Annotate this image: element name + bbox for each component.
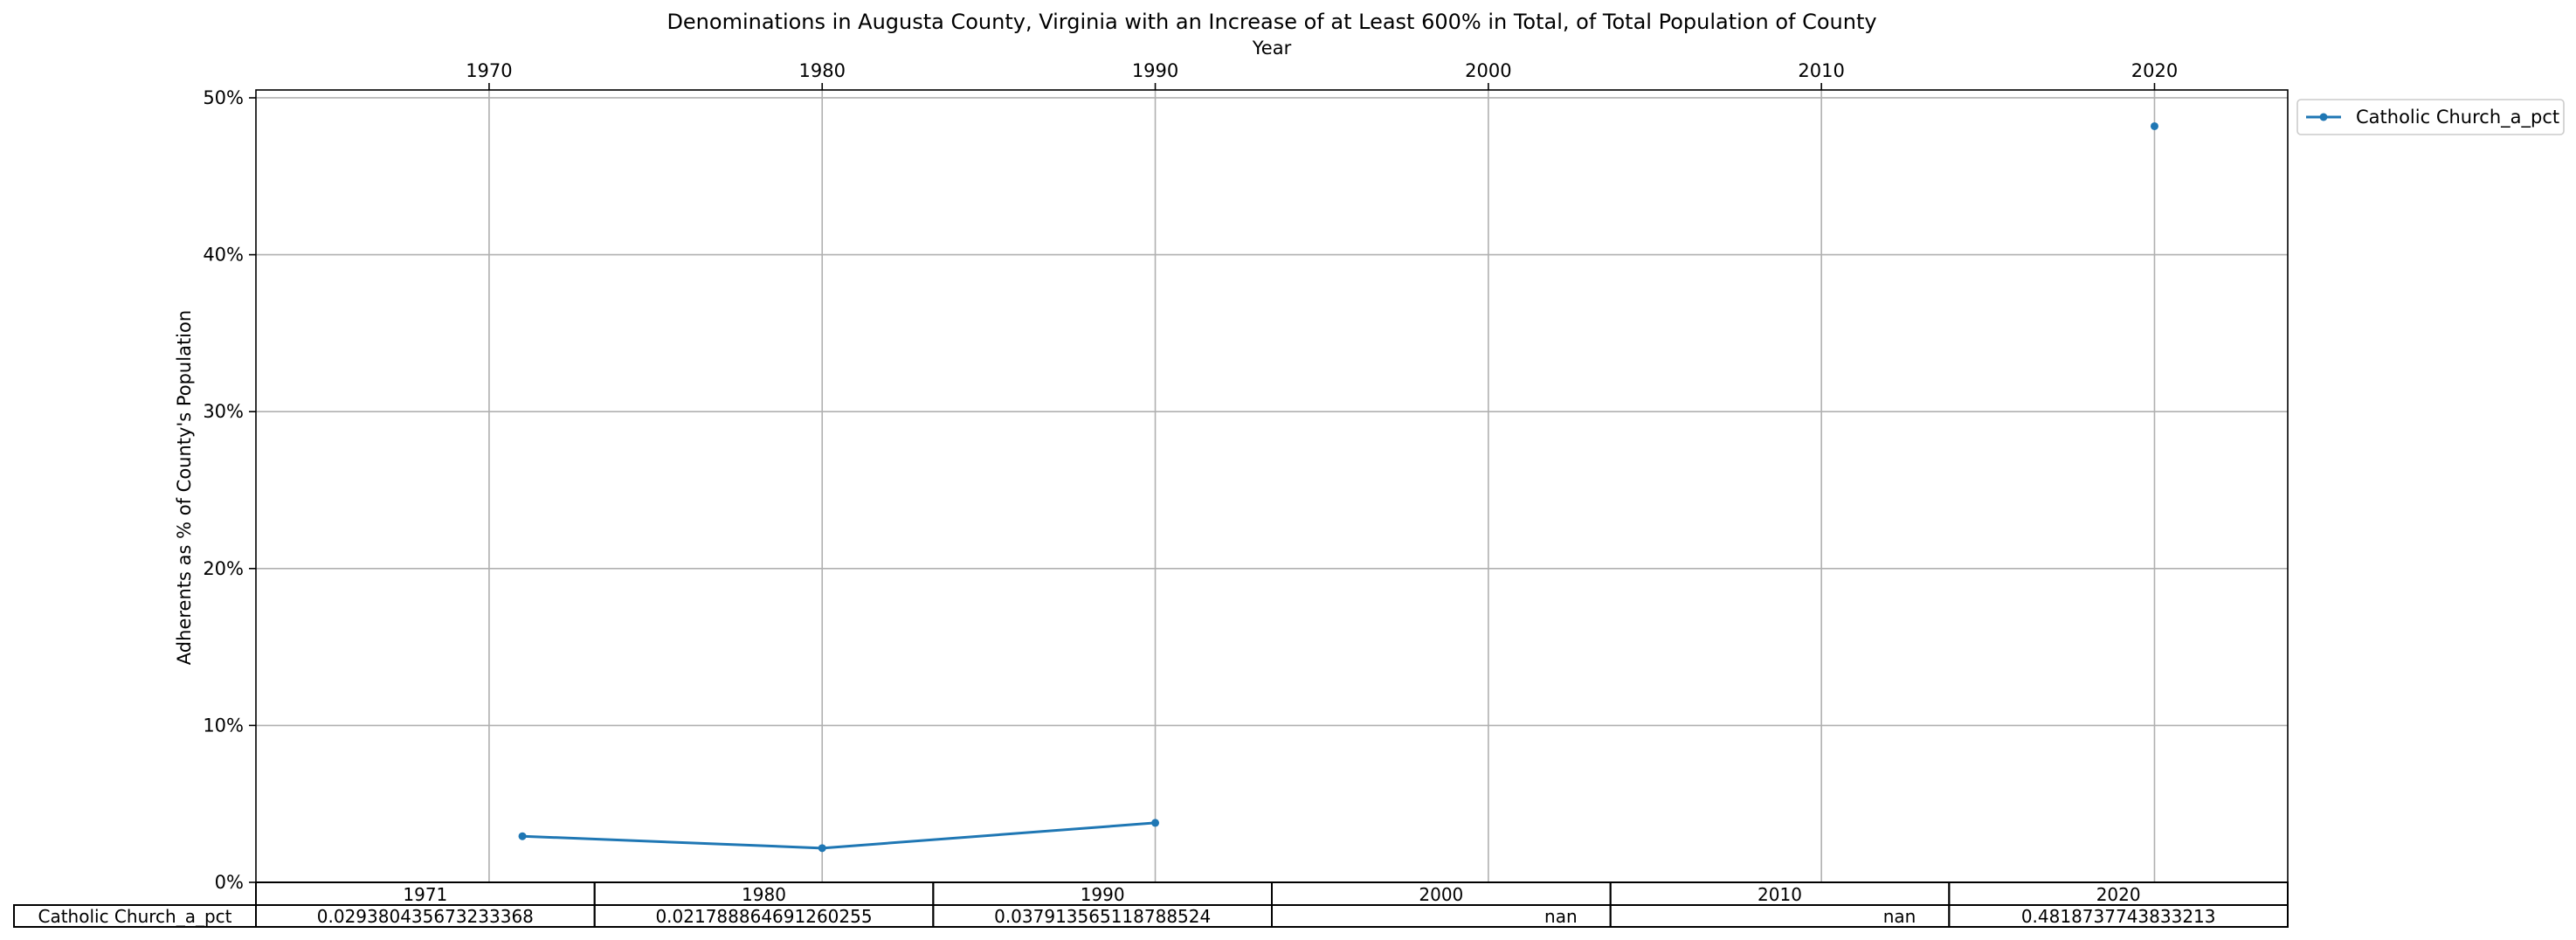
data-table: 1971 1980 1990 2000 2010 2020 Catholic Church_… (13, 881, 2289, 928)
x-tick-label: 2020 (2131, 60, 2178, 81)
y-tick-label: 10% (203, 715, 244, 736)
y-tick-label: 20% (203, 558, 244, 579)
y-tick-label: 0% (215, 872, 244, 893)
table-value: 0.037913565118788524 (994, 906, 1211, 927)
data-point (1151, 819, 1160, 827)
table-value: nan (1883, 906, 1916, 927)
table-column-label: 2020 (2096, 884, 2141, 905)
table-column-label: 1971 (403, 884, 447, 905)
x-tick-label: 2000 (1465, 60, 1511, 81)
y-axis-label: Adherents as % of County's Population (174, 310, 195, 665)
axis-ticks: 1970 1980 1990 2000 2010 2020 0% 10% 20% 30% 40% 50… (203, 60, 2178, 893)
legend: Catholic Church_a_pct (2296, 99, 2565, 135)
legend-label: Catholic Church_a_pct (2356, 107, 2559, 128)
x-tick-label: 1990 (1132, 60, 1178, 81)
table-value: 0.021788864691260255 (655, 906, 872, 927)
table-value: 0.029380435673233368 (317, 906, 534, 927)
x-tick-label: 1980 (799, 60, 846, 81)
x-tick-label: 1970 (466, 60, 512, 81)
table-column-label: 2010 (1758, 884, 1802, 905)
table-value: nan (1544, 906, 1578, 927)
x-axis-label: Year (1252, 38, 1292, 59)
x-tick-label: 2010 (1798, 60, 1844, 81)
table-column-label: 1990 (1081, 884, 1125, 905)
table-cell (1948, 904, 2289, 928)
series-catholic-church (518, 121, 2158, 853)
data-point (2150, 121, 2158, 130)
table-value: 0.4818737743833213 (2021, 906, 2216, 927)
chart-title: Denominations in Augusta County, Virgini… (666, 10, 1876, 34)
table-row-label: Catholic Church_a_pct (38, 906, 231, 927)
y-tick-label: 40% (203, 245, 244, 266)
grid (256, 90, 2288, 883)
data-point (518, 832, 527, 840)
legend-box (2296, 99, 2565, 135)
plot-area (255, 89, 2289, 883)
legend-point-marker (2319, 113, 2328, 121)
series-line (521, 821, 1156, 850)
table-column-label: 2000 (1419, 884, 1463, 905)
table-column-label: 1980 (742, 884, 786, 905)
y-tick-label: 30% (203, 401, 244, 422)
y-tick-label: 50% (203, 87, 244, 108)
data-point (818, 844, 826, 853)
